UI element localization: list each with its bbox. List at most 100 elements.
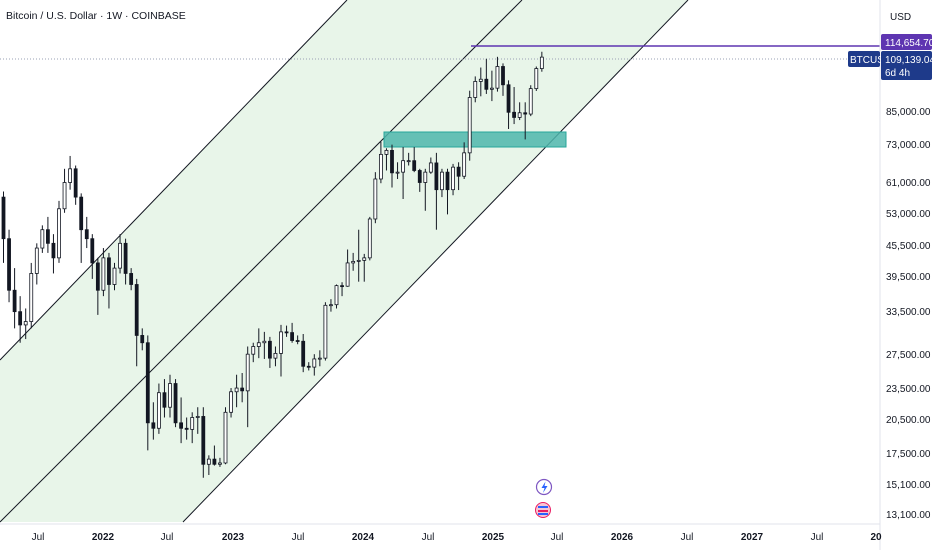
candle-body[interactable]	[356, 259, 361, 262]
candle-body[interactable]	[451, 166, 455, 191]
candle-body[interactable]	[145, 342, 150, 424]
candle-body[interactable]	[234, 387, 239, 393]
candle-body[interactable]	[12, 289, 17, 313]
candle-body[interactable]	[329, 304, 333, 307]
price-scale-currency[interactable]: USD	[890, 12, 911, 23]
candle-body[interactable]	[162, 392, 167, 408]
channel-lower-line[interactable]	[182, 0, 689, 523]
candle-body[interactable]	[107, 257, 111, 285]
candle-body[interactable]	[323, 304, 328, 359]
candle-body[interactable]	[489, 87, 494, 90]
candle-body[interactable]	[279, 331, 283, 354]
candle-body[interactable]	[34, 247, 39, 274]
candle-body[interactable]	[428, 162, 433, 173]
candle-body[interactable]	[23, 321, 28, 326]
candle-body[interactable]	[434, 162, 439, 191]
resistance-price-tag[interactable]: 114,654.70	[881, 34, 932, 50]
candle-body[interactable]	[334, 285, 339, 306]
price-scale[interactable]: USD 85,000.00 73,000.00 61,000.00 53,000…	[879, 0, 931, 550]
candle-body[interactable]	[179, 422, 184, 429]
candle-body[interactable]	[79, 196, 84, 231]
candle-body[interactable]	[140, 335, 145, 344]
candle-body[interactable]	[73, 168, 78, 198]
candle-body[interactable]	[528, 88, 533, 115]
candle-body[interactable]	[395, 171, 400, 174]
candle-body[interactable]	[340, 285, 344, 288]
candle-body[interactable]	[495, 66, 500, 89]
candle-body[interactable]	[423, 171, 428, 183]
candle-body[interactable]	[445, 171, 450, 191]
candle-body[interactable]	[118, 242, 122, 269]
candle-body[interactable]	[267, 340, 272, 359]
chart-title[interactable]: Bitcoin / U.S. Dollar · 1W · COINBASE	[6, 10, 186, 22]
candle-body[interactable]	[456, 166, 461, 177]
candle-body[interactable]	[95, 262, 100, 291]
lightning-event-icon[interactable]	[535, 478, 553, 496]
candle-body[interactable]	[256, 342, 261, 347]
candle-body[interactable]	[195, 416, 200, 418]
candle-body[interactable]	[317, 357, 322, 360]
candle-body[interactable]	[1, 196, 6, 240]
candle-body[interactable]	[218, 462, 222, 465]
time-axis[interactable]: Jul 2022 Jul 2023 Jul 2024 Jul 2025 Jul …	[0, 523, 882, 543]
candle-body[interactable]	[245, 353, 250, 392]
candle-body[interactable]	[29, 273, 34, 322]
candle-body[interactable]	[90, 238, 95, 264]
candle-body[interactable]	[367, 218, 372, 259]
candle-body[interactable]	[84, 229, 89, 240]
candle-body[interactable]	[462, 152, 467, 177]
candle-body[interactable]	[301, 340, 306, 367]
channel-middle-line[interactable]	[0, 0, 523, 523]
candle-body[interactable]	[295, 340, 300, 342]
candle-body[interactable]	[412, 160, 417, 171]
candle-body[interactable]	[262, 340, 267, 344]
candle-body[interactable]	[284, 331, 289, 334]
candle-body[interactable]	[501, 66, 505, 86]
candle-body[interactable]	[168, 383, 172, 408]
candle-body[interactable]	[251, 346, 256, 355]
candle-body[interactable]	[506, 84, 511, 113]
candle-body[interactable]	[51, 242, 56, 259]
candle-body[interactable]	[57, 208, 61, 259]
last-price-tag[interactable]: BTCUSD 109,139.04 6d 4h	[848, 51, 932, 80]
candle-body[interactable]	[129, 273, 134, 285]
candle-body[interactable]	[7, 238, 11, 291]
candle-body[interactable]	[362, 257, 367, 261]
candle-body[interactable]	[123, 242, 128, 274]
candle-body[interactable]	[290, 332, 295, 341]
candle-body[interactable]	[134, 284, 139, 336]
candle-body[interactable]	[18, 311, 23, 326]
candle-body[interactable]	[473, 81, 478, 98]
candle-body[interactable]	[40, 229, 45, 249]
candle-body[interactable]	[390, 149, 394, 174]
candle-body[interactable]	[517, 112, 522, 118]
candle-body[interactable]	[417, 170, 422, 183]
candle-body[interactable]	[156, 392, 161, 429]
candle-body[interactable]	[201, 416, 206, 465]
candle-body[interactable]	[240, 387, 245, 392]
candle-body[interactable]	[467, 97, 472, 154]
candle-body[interactable]	[401, 160, 406, 173]
candle-body[interactable]	[190, 417, 195, 430]
candle-body[interactable]	[212, 458, 217, 465]
candle-body[interactable]	[101, 257, 106, 291]
candle-body[interactable]	[306, 365, 311, 368]
channel-upper-line[interactable]	[0, 0, 348, 361]
candle-body[interactable]	[406, 160, 411, 163]
candle-body[interactable]	[62, 182, 67, 210]
candle-body[interactable]	[68, 168, 72, 183]
candle-body[interactable]	[273, 353, 278, 359]
candle-body[interactable]	[173, 383, 178, 424]
candle-body[interactable]	[229, 391, 233, 413]
candle-body[interactable]	[373, 178, 378, 220]
candle-body[interactable]	[206, 458, 211, 465]
candle-body[interactable]	[151, 422, 156, 429]
candle-body[interactable]	[539, 56, 544, 69]
candle-body[interactable]	[351, 260, 356, 264]
candle-body[interactable]	[478, 78, 483, 82]
candle-body[interactable]	[523, 112, 528, 115]
candle-body[interactable]	[484, 78, 489, 90]
candle-body[interactable]	[512, 111, 516, 118]
candle-body[interactable]	[312, 358, 317, 368]
